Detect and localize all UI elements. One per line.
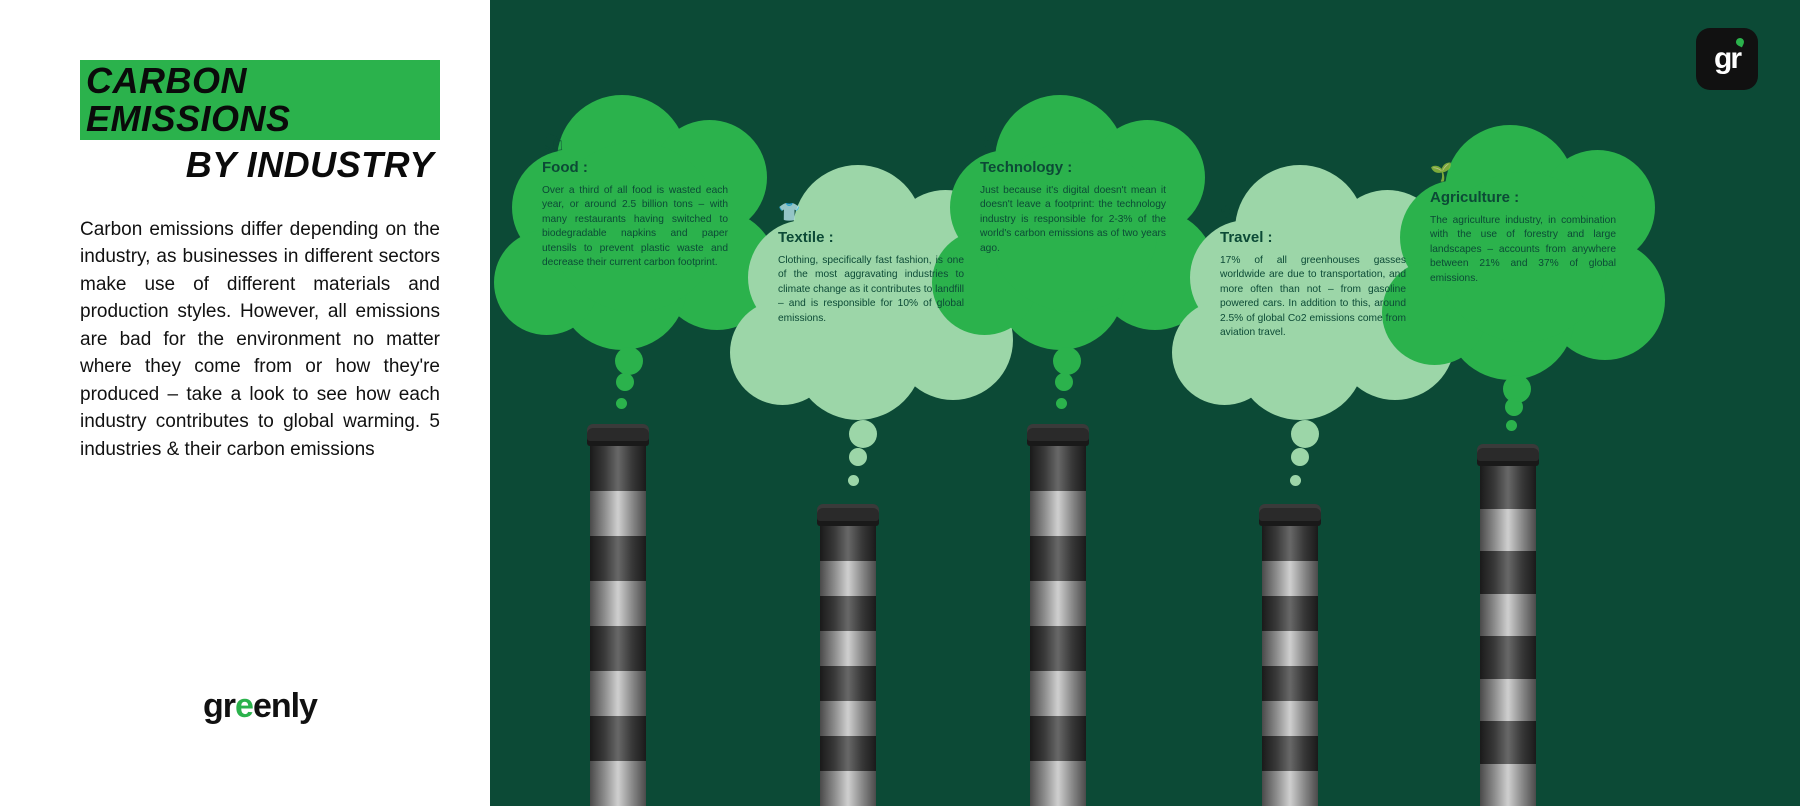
technology-icon: ⚙ <box>980 132 1166 153</box>
travel-icon: ✈ <box>1220 202 1406 223</box>
brand-badge: gr <box>1696 28 1758 90</box>
trail-bubble <box>849 448 867 466</box>
cloud-food: 🛍 Food : Over a third of all food is waste… <box>502 90 762 350</box>
travel-description: 17% of all greenhouses gasses worldwide … <box>1220 254 1406 341</box>
trail-bubble <box>1056 398 1067 409</box>
trail-bubble <box>1505 398 1523 416</box>
trail-bubble <box>615 347 643 375</box>
right-panel: gr 🛍 Food : Over a third of all food is wa… <box>490 0 1800 806</box>
left-panel: CARBON EMISSIONS BY INDUSTRY Carbon emis… <box>0 0 490 806</box>
textile-title: Textile : <box>778 229 964 246</box>
trail-bubble <box>849 420 877 448</box>
chimney-travel <box>1262 504 1318 806</box>
textile-icon: 👕 <box>778 202 964 223</box>
title-line-1: CARBON EMISSIONS <box>80 60 440 140</box>
trail-bubble <box>848 475 859 486</box>
title-line-2: BY INDUSTRY <box>80 144 440 186</box>
trail-bubble <box>1291 448 1309 466</box>
trail-bubble <box>1290 475 1301 486</box>
technology-title: Technology : <box>980 159 1166 176</box>
brand-logo: greenly <box>80 687 440 726</box>
title-block: CARBON EMISSIONS BY INDUSTRY <box>80 60 440 186</box>
agriculture-title: Agriculture : <box>1430 189 1616 206</box>
food-description: Over a third of all food is wasted each … <box>542 184 728 271</box>
badge-text: gr <box>1714 42 1740 76</box>
cloud-agriculture: 🌱 Agriculture : The agriculture industry, … <box>1390 120 1650 380</box>
agriculture-icon: 🌱 <box>1430 162 1616 183</box>
textile-description: Clothing, specifically fast fashion, is … <box>778 254 964 326</box>
chimney-technology <box>1030 424 1086 806</box>
technology-description: Just because it's digital doesn't mean i… <box>980 184 1166 256</box>
agriculture-description: The agriculture industry, in combination… <box>1430 214 1616 286</box>
chimney-textile <box>820 504 876 806</box>
food-icon: 🛍 <box>542 132 728 153</box>
cloud-technology: ⚙ Technology : Just because it's digital d… <box>940 90 1200 350</box>
chimney-food <box>590 424 646 806</box>
trail-bubble <box>1055 373 1073 391</box>
chimney-agriculture <box>1480 444 1536 806</box>
trail-bubble <box>616 398 627 409</box>
trail-bubble <box>1506 420 1517 431</box>
trail-bubble <box>616 373 634 391</box>
food-title: Food : <box>542 159 728 176</box>
travel-title: Travel : <box>1220 229 1406 246</box>
intro-paragraph: Carbon emissions differ depending on the… <box>80 216 440 464</box>
trail-bubble <box>1053 347 1081 375</box>
trail-bubble <box>1291 420 1319 448</box>
